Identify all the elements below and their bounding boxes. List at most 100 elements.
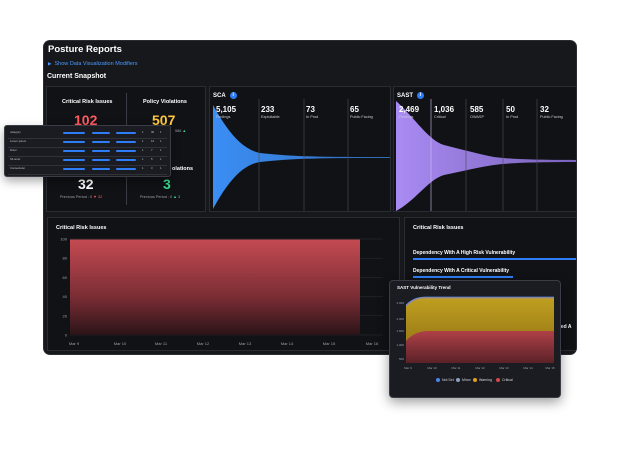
posture-reports-window: Posture Reports ▶ Show Data Visualization…: [44, 41, 576, 354]
bottom-left-previous: Previous Period : 0 ▼ 32: [60, 195, 102, 199]
y-tick-label: 1,000: [396, 343, 404, 347]
sast-title: SAST i: [397, 92, 425, 100]
legend-dot-icon: [436, 378, 440, 383]
sast-stat-label: Findings: [399, 115, 414, 119]
list-item-bar: [413, 276, 513, 278]
table-cell: 1: [142, 157, 144, 161]
legend-label: Minor: [462, 378, 471, 382]
table-cell: 12: [151, 139, 155, 143]
bottom-right-delta-value: 3: [177, 195, 181, 199]
bottom-right-value: 3: [163, 176, 171, 192]
sast-stat-num: 50: [506, 105, 515, 114]
x-tick-label: Mar 11: [155, 341, 168, 346]
table-cell: 1: [160, 148, 162, 152]
table-row[interactable]: Dolor 1 7 1: [8, 147, 167, 157]
legend-item[interactable]: Critical: [496, 378, 513, 383]
table-cell: Dolor: [10, 148, 17, 152]
sca-panel: SCA i 5,105 Findings 233 Exploitable 73 I…: [209, 86, 391, 212]
section-title: Current Snapshot: [47, 73, 107, 80]
table-bar: [116, 132, 136, 134]
vulnerability-table-popup: category 1 30 1 Lorem ipsum 1 12 1 Dolor 1 7 1 Sit a…: [4, 125, 171, 177]
legend-item[interactable]: Minor: [456, 378, 471, 383]
list-item-bar: [413, 258, 576, 260]
x-tick-label: Mar 9: [69, 341, 80, 346]
table-row[interactable]: Sit amet 1 5 1: [8, 156, 167, 166]
sca-stat-num: 233: [261, 105, 275, 114]
table-cell: 5: [151, 157, 153, 161]
caret-right-icon: ▶: [48, 61, 52, 66]
legend-dot-icon: [456, 378, 460, 383]
y-tick-label: 0: [65, 333, 68, 338]
sca-stat-label: Exploitable: [261, 115, 280, 119]
x-tick-label: Mar 13: [239, 341, 252, 346]
sast-title-text: SAST: [397, 93, 414, 100]
table-cell: 1: [160, 166, 162, 170]
sca-title-text: SCA: [213, 93, 226, 100]
policy-delta: 586 ▲: [175, 129, 186, 133]
x-tick-label: Mar 14: [523, 366, 533, 370]
table-cell: category: [10, 130, 21, 134]
table-row[interactable]: Lorem ipsum 1 12 1: [8, 138, 167, 148]
legend-label: Not Set: [442, 378, 454, 382]
y-tick-label: 60: [63, 275, 68, 280]
table-cell: Consectetur: [10, 166, 26, 170]
x-tick-label: Mar 15: [323, 341, 336, 346]
risk-list-title: Critical Risk Issues: [413, 225, 464, 231]
info-icon[interactable]: i: [417, 92, 425, 99]
table-bar: [92, 168, 110, 170]
y-tick-label: 3,000: [396, 301, 404, 305]
critical-area: [70, 240, 360, 335]
x-tick-label: Mar 15: [545, 366, 555, 370]
legend-label: Warning: [479, 378, 492, 382]
table-cell: 3: [151, 166, 153, 170]
bottom-right-delta: ▲ 3: [173, 195, 181, 199]
sca-stat-num: 65: [350, 105, 359, 114]
legend-item[interactable]: Not Set: [436, 378, 454, 383]
table-cell: 7: [151, 148, 153, 152]
list-item[interactable]: Dependency With A High Risk Vulnerabilit…: [413, 250, 516, 256]
legend-dot-icon: [473, 378, 477, 383]
table-row[interactable]: Consectetur 1 3 1: [8, 165, 167, 175]
info-icon[interactable]: i: [229, 92, 237, 99]
legend-dot-icon: [496, 378, 500, 383]
sca-stat-num: 73: [306, 105, 315, 114]
sca-stat-label: In Prod: [306, 115, 319, 119]
minor-line: [405, 297, 554, 307]
x-tick-label: Mar 11: [451, 366, 460, 370]
x-tick-label: Mar 10: [114, 341, 127, 346]
sca-funnel-shape: [213, 105, 390, 209]
bottom-right-previous-label: Previous Period : 0: [140, 195, 173, 199]
y-tick-label: 100: [60, 237, 67, 242]
x-tick-label: Mar 10: [427, 366, 437, 370]
modifiers-label: Show Data Visualization Modifiers: [54, 61, 138, 67]
show-modifiers-toggle[interactable]: ▶ Show Data Visualization Modifiers: [48, 61, 138, 67]
table-row[interactable]: category 1 30 1: [8, 129, 167, 139]
table-cell: 1: [160, 139, 162, 143]
y-tick-label: 40: [63, 294, 68, 299]
y-tick-label: 20: [63, 313, 68, 318]
arrow-up-icon: ▲: [182, 129, 187, 133]
table-bar: [63, 159, 85, 161]
y-tick-label: 80: [63, 256, 68, 261]
sast-trend-chart: 3,000 2,000 1,500 1,000 500 Mar 9 Mar 10 Mar 11…: [396, 296, 555, 370]
list-item[interactable]: Dependency With A Critical Vulnerability: [413, 268, 510, 274]
sast-funnel-shape: [396, 101, 576, 211]
sast-stat-label: Public Facing: [540, 115, 563, 119]
table-bar: [63, 132, 85, 134]
sca-stat-num: 5,105: [216, 105, 237, 114]
sast-funnel: [396, 99, 576, 211]
table-bar: [92, 150, 110, 152]
x-tick-label: Mar 16: [366, 341, 379, 346]
table-bar: [116, 168, 136, 170]
critical-chart-title: Critical Risk Issues: [56, 225, 107, 231]
table-bar: [63, 168, 85, 170]
policy-label: Policy Violations: [143, 99, 187, 105]
sca-funnel: [213, 99, 390, 211]
page-title: Posture Reports: [48, 44, 122, 55]
table-bar: [92, 159, 110, 161]
bottom-left-delta: ▼ 32: [93, 195, 103, 199]
critical-area: [406, 331, 554, 363]
bottom-left-delta-value: 32: [97, 195, 103, 199]
legend-item[interactable]: Warning: [473, 378, 492, 383]
